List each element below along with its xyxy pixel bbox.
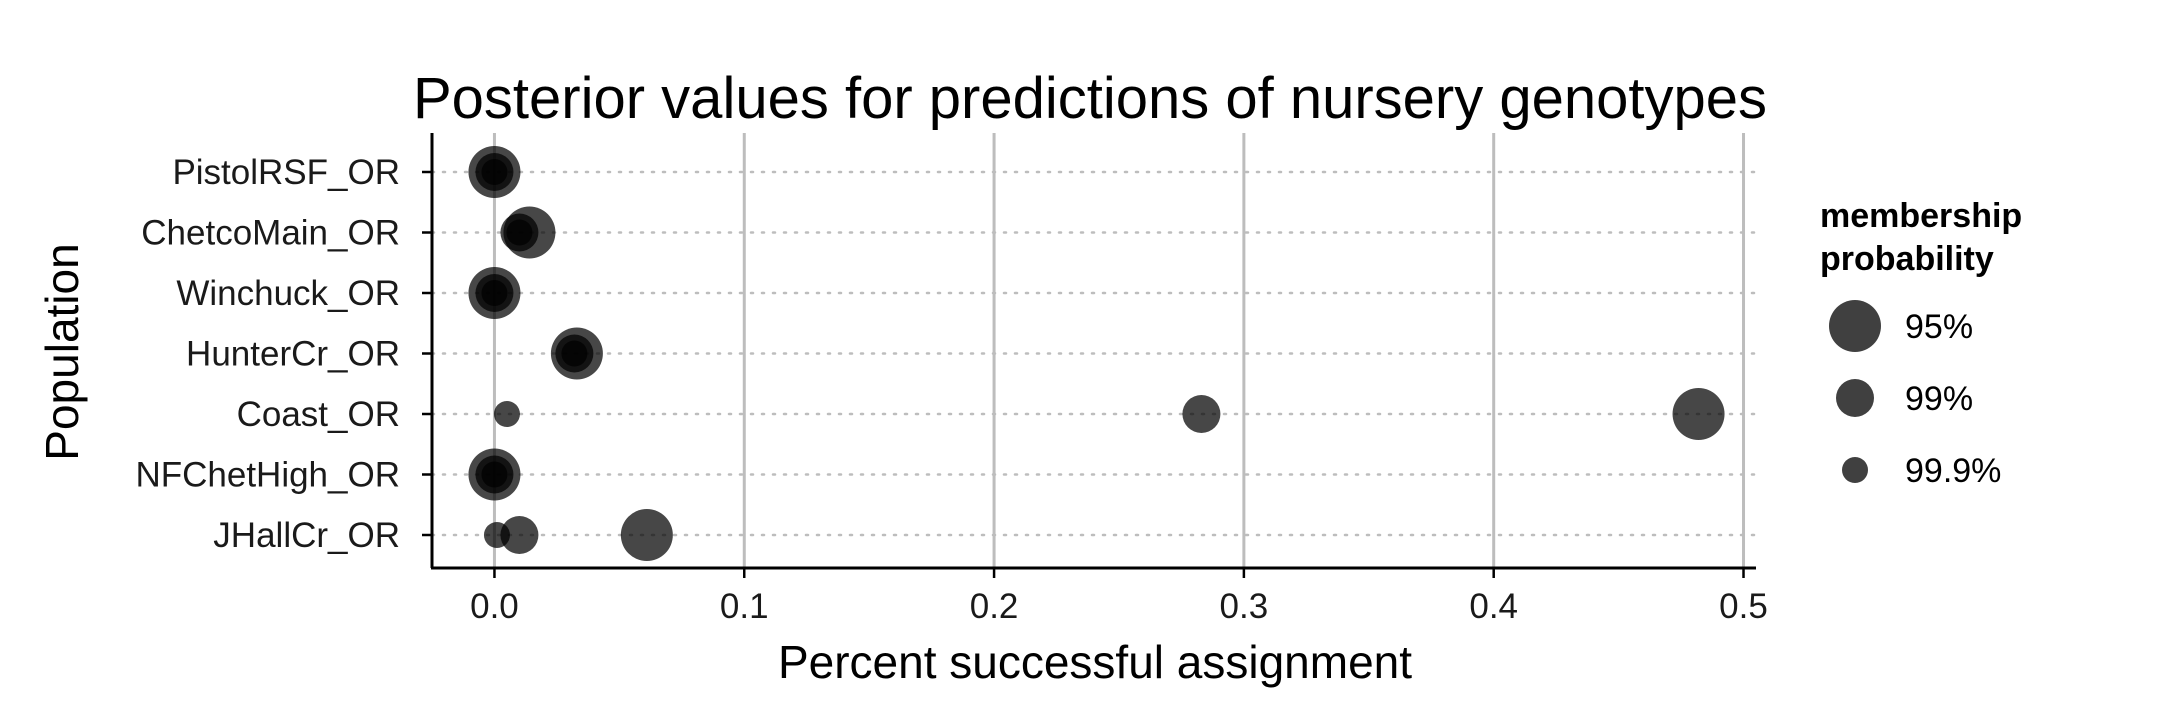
legend-entry-label: 99.9% <box>1905 452 2001 490</box>
y-tick-label: NFChetHigh_OR <box>135 456 400 495</box>
y-tick-label: JHallCr_OR <box>213 516 400 555</box>
data-point <box>481 461 508 488</box>
legend-key-marker <box>1836 379 1874 417</box>
data-points <box>468 146 1725 561</box>
y-tick-label: PistolRSF_OR <box>172 153 400 192</box>
x-axis-title: Percent successful assignment <box>778 636 1412 688</box>
chart-title: Posterior values for predictions of nurs… <box>413 66 1767 131</box>
y-tick-label: Coast_OR <box>237 395 400 434</box>
y-tick-label: ChetcoMain_OR <box>141 214 400 253</box>
y-axis-title: Population <box>36 243 88 460</box>
legend-title-line-2: probability <box>1820 240 1994 278</box>
data-point <box>506 219 533 246</box>
x-tick-label: 0.3 <box>1220 587 1269 626</box>
x-tick-label: 0.5 <box>1719 587 1768 626</box>
legend-entry-label: 99% <box>1905 380 1973 418</box>
legend-entries: 95% 99% 99.9% <box>1829 300 2001 490</box>
data-point <box>620 509 673 561</box>
y-tick-label: HunterCr_OR <box>186 335 400 374</box>
data-point <box>493 401 520 427</box>
x-tick-label: 0.2 <box>970 587 1019 626</box>
legend-key-marker <box>1842 457 1868 483</box>
data-point <box>481 280 508 306</box>
data-point <box>481 159 508 185</box>
data-point <box>1672 388 1725 440</box>
axis-ticks: 0.0 0.1 0.2 0.3 0.4 0.5 PistolRSF_OR ChetcoMain… <box>135 153 1767 626</box>
legend-title-line-1: membership <box>1820 197 2022 235</box>
x-tick-label: 0.1 <box>720 587 769 626</box>
x-tick-label: 0.0 <box>470 587 519 626</box>
data-point <box>483 522 510 548</box>
data-point <box>561 340 588 367</box>
grid <box>430 133 1758 568</box>
x-tick-label: 0.4 <box>1469 587 1518 626</box>
legend: membership probability 95% 99% 99.9% <box>1820 197 2022 490</box>
data-point <box>500 516 539 554</box>
legend-key-marker <box>1829 300 1881 352</box>
data-point <box>1182 395 1221 433</box>
legend-entry-label: 95% <box>1905 308 1973 346</box>
y-tick-label: Winchuck_OR <box>176 274 400 313</box>
